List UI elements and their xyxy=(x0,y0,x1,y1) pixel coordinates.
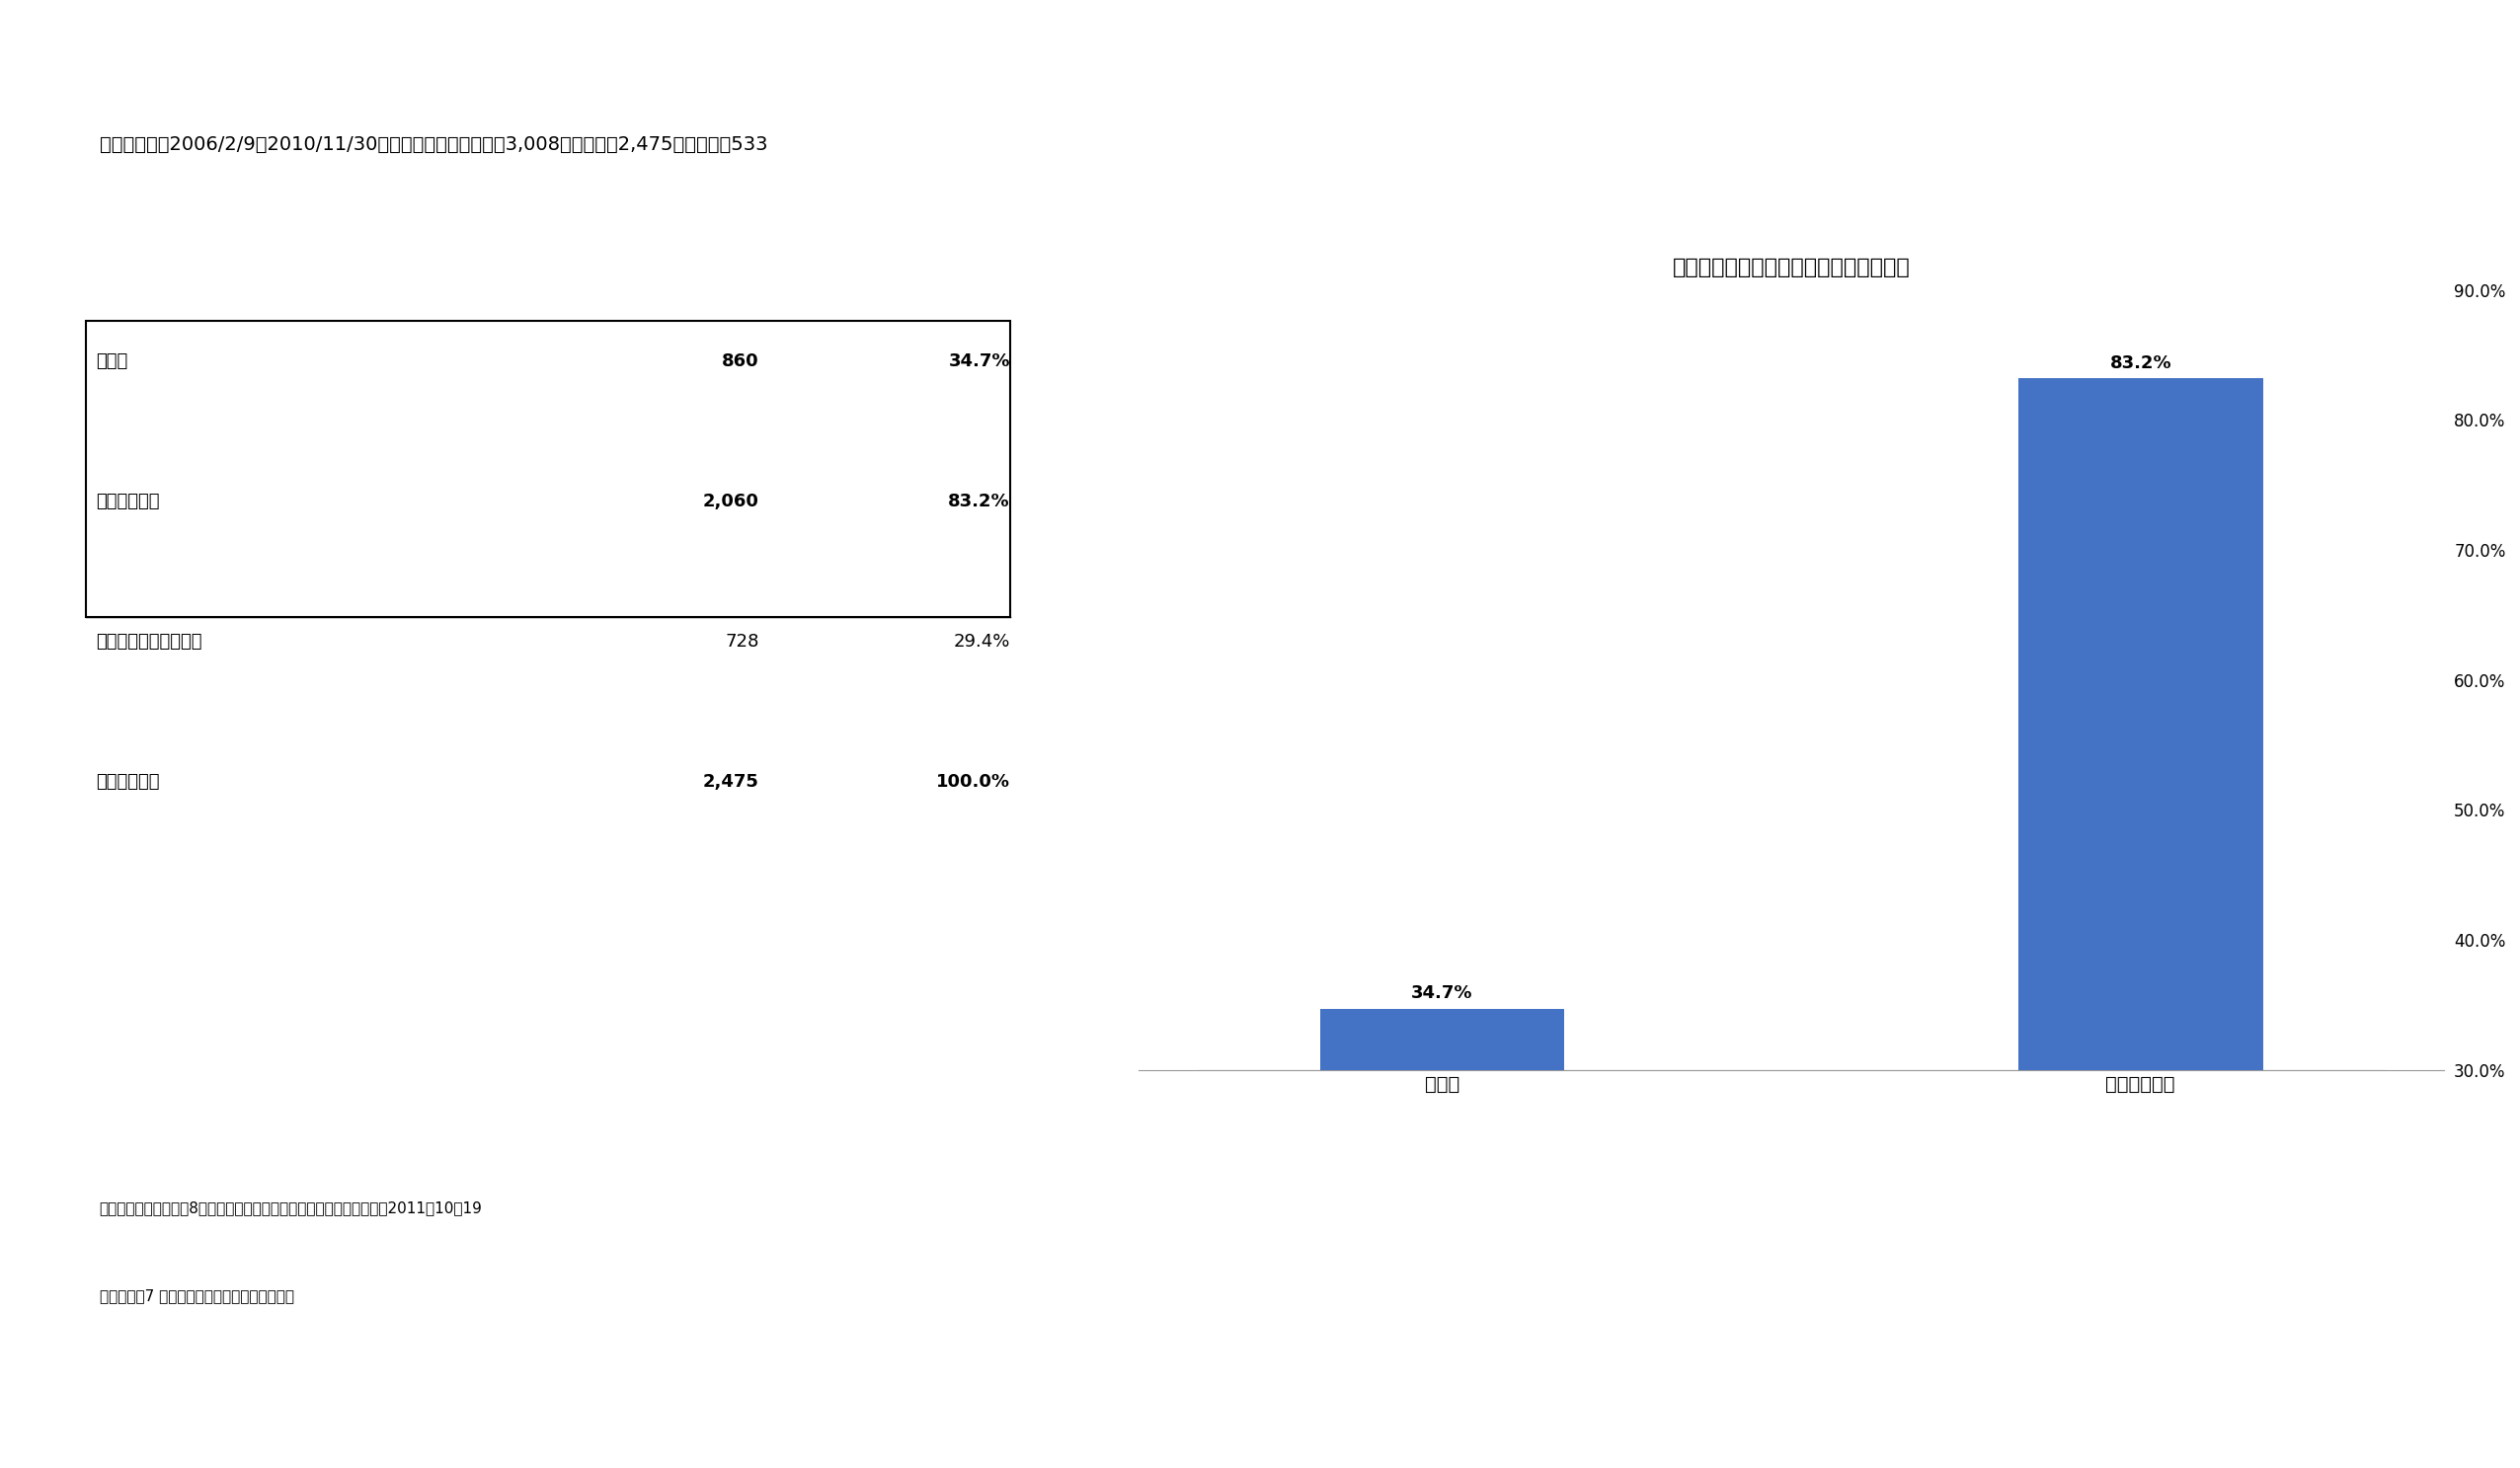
Text: 胸膜プラーク: 胸膜プラーク xyxy=(96,493,159,511)
Text: 石綿肺＋胸膜プラーク: 石綿肺＋胸膜プラーク xyxy=(96,633,202,650)
Text: 83.2%: 83.2% xyxy=(948,493,1011,511)
Text: 支給決定件数: 支給決定件数 xyxy=(96,774,159,791)
Text: 石綿肺: 石綿肺 xyxy=(96,352,129,370)
Text: 資料7 石綿肺がんの労災決定事案の概要: 資料7 石綿肺がんの労災決定事案の概要 xyxy=(98,1289,295,1304)
Text: 34.7%: 34.7% xyxy=(1411,985,1472,1003)
Text: 34.7%: 34.7% xyxy=(948,352,1011,370)
Bar xyxy=(1320,1009,1565,1459)
Text: 2,475: 2,475 xyxy=(703,774,759,791)
Text: 出典）厚生労働省・第8回石綿による疾病の認定基準に関する検討会　2011．10．19: 出典）厚生労働省・第8回石綿による疾病の認定基準に関する検討会 2011．10．… xyxy=(98,1201,481,1216)
Text: 石綿肺がん　2006/2/9〜2010/11/30までの決定事案数・・・3,008件中　支給2,475件　不支給533: 石綿肺がん 2006/2/9〜2010/11/30までの決定事案数・・・3,00… xyxy=(98,135,766,154)
Text: 29.4%: 29.4% xyxy=(953,633,1011,650)
Text: 728: 728 xyxy=(726,633,759,650)
Text: 100.0%: 100.0% xyxy=(935,774,1011,791)
Title: 石綿肺がんの労災決定事案の医学的所見: 石綿肺がんの労災決定事案の医学的所見 xyxy=(1673,258,1910,277)
Text: 860: 860 xyxy=(721,352,759,370)
Text: 83.2%: 83.2% xyxy=(2109,354,2172,371)
Bar xyxy=(2019,379,2263,1459)
Text: 2,060: 2,060 xyxy=(703,493,759,511)
